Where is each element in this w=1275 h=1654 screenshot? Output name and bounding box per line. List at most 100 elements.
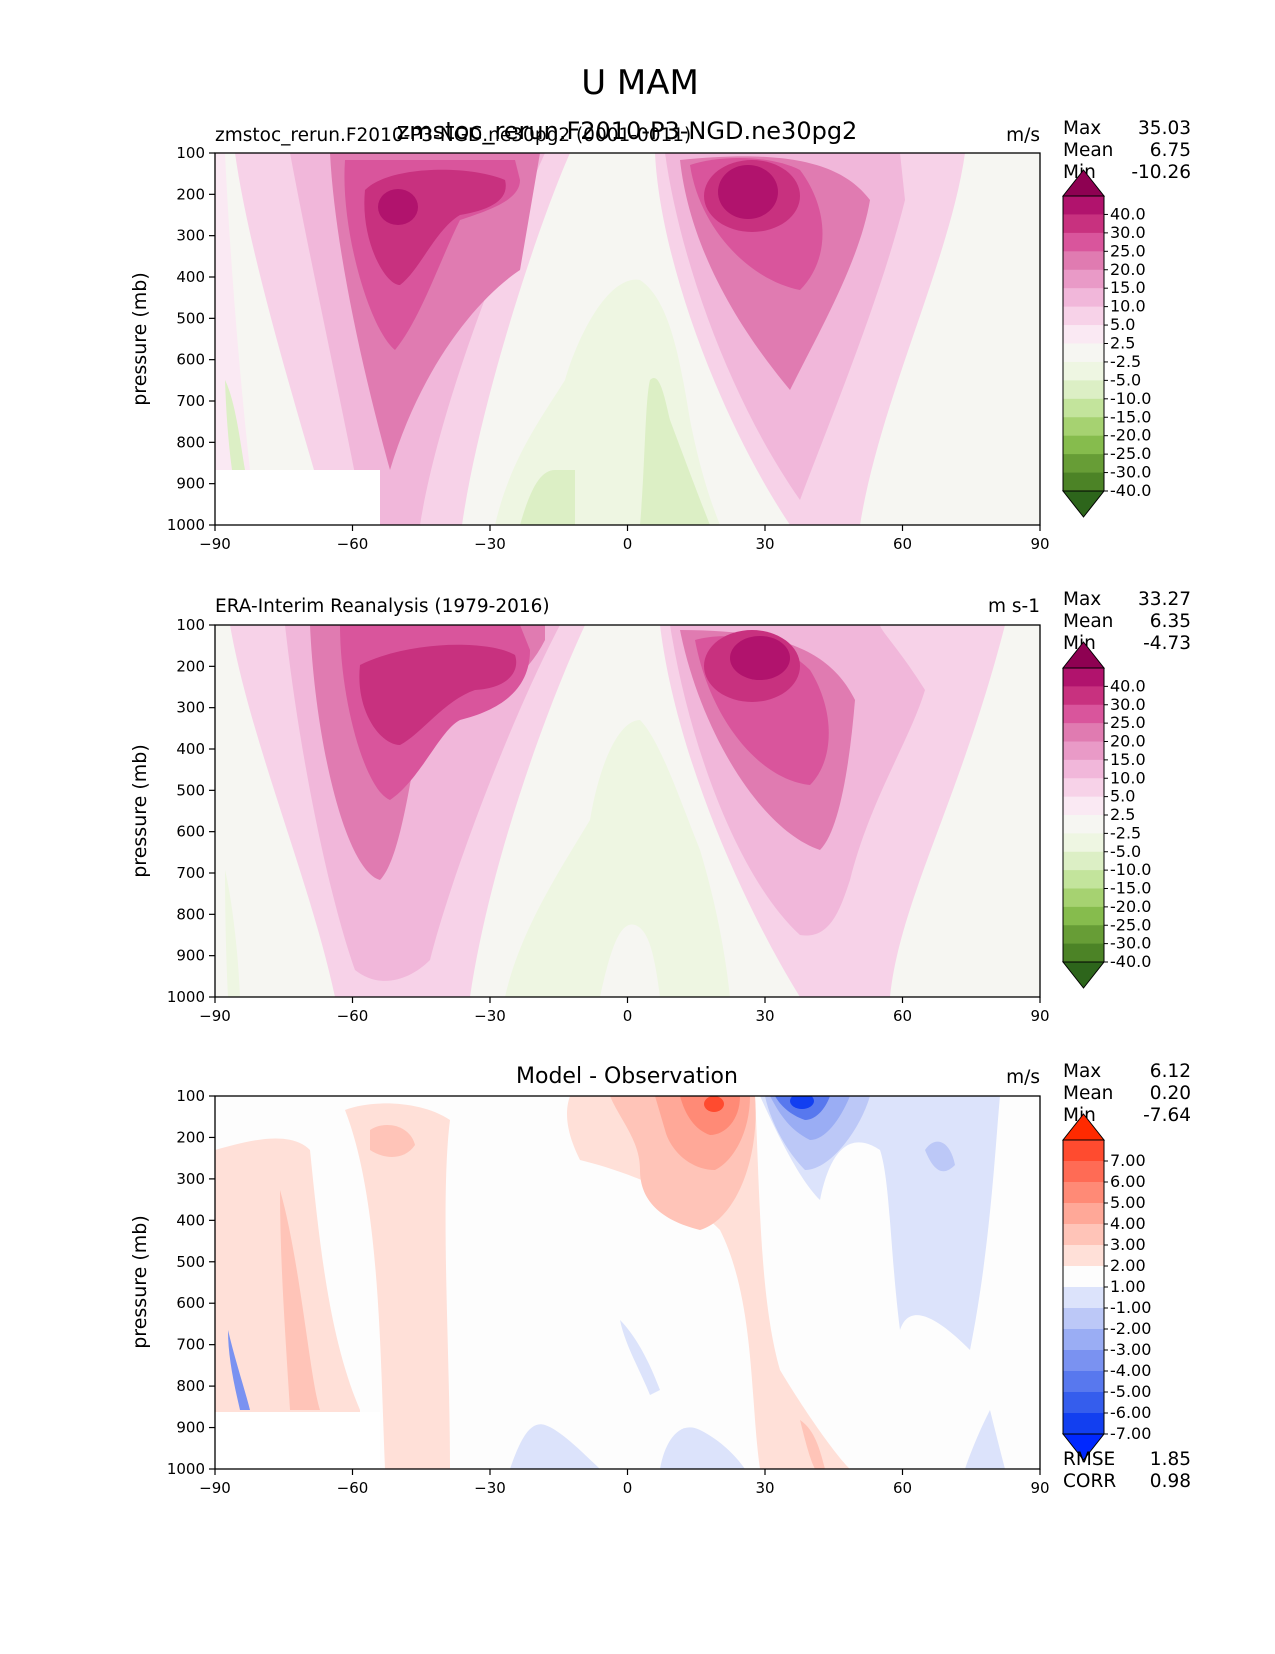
y-tick-label: 500	[176, 1253, 205, 1271]
x-tick-label: 60	[893, 535, 912, 553]
y-tick-label: 800	[176, 433, 205, 451]
colorbar-label: -3.00	[1110, 1340, 1151, 1359]
colorbar-swatch	[1063, 851, 1104, 871]
colorbar-label: -40.0	[1110, 481, 1151, 500]
x-tick-label: −90	[199, 1479, 231, 1497]
panel-difference-north-negative-tail	[965, 1410, 1005, 1469]
colorbar-label: -5.00	[1110, 1382, 1151, 1401]
colorbar-swatch	[1063, 668, 1104, 687]
x-tick-label: 30	[755, 1007, 774, 1025]
colorbar-label: 5.0	[1110, 315, 1135, 334]
panel-reference-ylabel: pressure (mb)	[129, 744, 151, 878]
colorbar-swatch	[1063, 361, 1104, 381]
colorbar-label: 6.00	[1110, 1172, 1146, 1191]
colorbar-swatch	[1063, 454, 1104, 473]
colorbar-label: 15.0	[1110, 750, 1146, 769]
colorbar-swatch	[1063, 833, 1104, 853]
panel-reference-axes: −90 −60 −30 0 30 60 90 100 200 300 400 500 600 700 800…	[167, 616, 1050, 1025]
panel-reference-jet-north-max	[730, 636, 790, 680]
colorbar-label: 20.0	[1110, 732, 1146, 751]
colorbar-label: -2.5	[1110, 823, 1141, 842]
colorbar-swatch	[1063, 1266, 1104, 1288]
colorbar-label: 15.0	[1110, 278, 1146, 297]
panel-difference-subtropic-core	[680, 1096, 740, 1135]
y-tick-label: 500	[176, 781, 205, 799]
panel-reference-jet-south-peak	[359, 644, 517, 745]
panel-difference-west-core	[280, 1190, 320, 1410]
colorbar-extend-bottom	[1061, 490, 1106, 518]
colorbar-label: 10.0	[1110, 297, 1146, 316]
colorbar-swatch	[1063, 472, 1104, 492]
panel-reference-colorbar: 40.030.025.020.015.010.05.02.5-2.5-5.0-1…	[1061, 641, 1151, 989]
colorbar-label: 10.0	[1110, 768, 1146, 787]
x-tick-label: −30	[474, 1479, 506, 1497]
colorbar-swatch	[1063, 1413, 1104, 1435]
colorbar-label: 5.00	[1110, 1193, 1146, 1212]
stat-value: 1.85	[1150, 1449, 1191, 1470]
panel-difference-center-title: Model - Observation	[516, 1064, 738, 1089]
y-tick-label: 200	[176, 1128, 205, 1146]
panel-difference-equatorial-negative	[660, 1427, 745, 1469]
panel-difference-field	[215, 1096, 1040, 1469]
colorbar-swatch	[1063, 741, 1104, 761]
stat-label: Max	[1063, 589, 1101, 610]
panel-difference-north-positive-core	[800, 1420, 825, 1469]
panel-test-easterly-core-east	[640, 378, 710, 525]
y-tick-label: 600	[176, 823, 205, 841]
stat-label: Max	[1063, 118, 1101, 139]
x-tick-label: 30	[755, 535, 774, 553]
colorbar-swatch	[1063, 1287, 1104, 1309]
panel-difference-extra-stats: RMSE 1.85 CORR 0.98	[1063, 1449, 1191, 1492]
panel-test-west-edge	[215, 153, 250, 470]
panel-difference-midlat-positive	[345, 1103, 450, 1469]
colorbar-swatch	[1063, 686, 1104, 706]
y-tick-label: 200	[176, 185, 205, 203]
x-tick-label: −30	[474, 1007, 506, 1025]
panel-test-topography-mask	[215, 470, 380, 525]
panel-reference-antarctic-green	[225, 870, 240, 997]
stat-value: 0.98	[1150, 1471, 1191, 1492]
colorbar-label: -40.0	[1110, 952, 1151, 971]
colorbar-swatch	[1063, 196, 1104, 215]
colorbar-swatch	[1063, 1371, 1104, 1393]
panel-difference-tropic-negative	[510, 1424, 600, 1469]
stat-label: Max	[1063, 1061, 1101, 1082]
panel-difference-north-negative-patch	[925, 1141, 955, 1172]
colorbar-swatch	[1063, 1203, 1104, 1225]
colorbar-swatch	[1063, 288, 1104, 308]
colorbar-swatch	[1063, 325, 1104, 344]
colorbar-label: -30.0	[1110, 934, 1151, 953]
panel-reference-field	[215, 625, 1040, 997]
colorbar-swatch	[1063, 417, 1104, 437]
stat-value: 6.75	[1150, 140, 1191, 161]
y-tick-label: 100	[176, 144, 205, 162]
x-tick-label: 90	[1030, 535, 1049, 553]
panel-difference-topography-mask	[215, 1412, 380, 1469]
panel-reference: −90 −60 −30 0 30 60 90 100 200 300 400 500 600 700 800…	[129, 589, 1191, 1025]
colorbar-swatch	[1063, 1329, 1104, 1351]
panel-reference-units: m s-1	[988, 596, 1040, 617]
colorbar-label: 4.00	[1110, 1214, 1146, 1233]
panel-test-antarctic-green	[225, 380, 245, 470]
stat-value: -7.64	[1143, 1105, 1191, 1126]
colorbar-swatch	[1063, 1224, 1104, 1246]
panel-difference-axes: −90 −60 −30 0 30 60 90 100 200 300 400 500 600 700 800…	[167, 1087, 1050, 1497]
panel-test-overlap-title: zmstoc_rerun.F2010-P3-NGD.ne30pg2	[397, 117, 858, 145]
y-tick-label: 900	[176, 475, 205, 493]
panel-test-ylabel: pressure (mb)	[129, 272, 151, 406]
colorbar-label: -25.0	[1110, 444, 1151, 463]
colorbar-swatch	[1063, 870, 1104, 889]
colorbar-label: 40.0	[1110, 204, 1146, 223]
x-tick-label: 60	[893, 1007, 912, 1025]
y-tick-label: 200	[176, 657, 205, 675]
x-tick-label: −60	[337, 1007, 369, 1025]
stat-label: RMSE	[1063, 1449, 1115, 1470]
stat-label: Mean	[1063, 140, 1113, 161]
panel-reference-easterly-tropics	[505, 720, 730, 997]
panel-difference: −90 −60 −30 0 30 60 90 100 200 300 400 500 600 700 800…	[129, 1061, 1191, 1497]
y-tick-label: 700	[176, 392, 205, 410]
y-tick-label: 300	[176, 227, 205, 245]
panel-difference-colorbar: 7.00 6.00 5.00 4.00 3.00 2.00 1.00 -1.00 -2.00 -3…	[1061, 1113, 1151, 1461]
colorbar-swatch	[1063, 1245, 1104, 1267]
